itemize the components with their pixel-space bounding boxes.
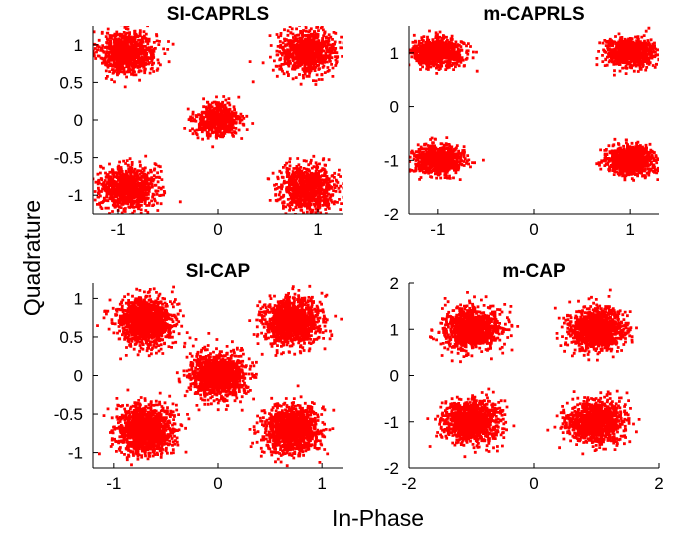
scatter-cluster-1 (429, 291, 520, 364)
y-tick-label: 0 (74, 111, 83, 130)
x-tick-label: 0 (213, 474, 222, 493)
scatter-cluster-1 (96, 285, 198, 361)
x-tick-label: 1 (625, 220, 634, 239)
scatter-cluster-5 (248, 384, 336, 468)
scatter-cluster-3 (426, 387, 516, 459)
y-tick-label: 1 (74, 36, 83, 55)
scatter-cluster-2 (595, 26, 659, 77)
scatter-cluster-1 (93, 26, 175, 89)
y-tick-label: 0.5 (59, 73, 83, 92)
y-tick-label: 1 (390, 320, 399, 339)
chart-title: SI-CAPRLS (167, 4, 269, 25)
scatter-cluster-4 (93, 154, 182, 214)
y-tick-label: -1 (68, 444, 83, 463)
y-tick-label: -1 (384, 151, 399, 170)
x-tick-label: 0 (529, 474, 538, 493)
chart-title: m-CAP (502, 261, 566, 282)
figure-xlabel: In-Phase (332, 505, 424, 531)
y-tick-label: 0.5 (59, 328, 83, 347)
chart-panel-2: m-CAPRLS -1 0 1 -2 -1 0 1 (384, 4, 659, 239)
y-tick-label: -1 (68, 186, 83, 205)
x-tick-label: 1 (313, 220, 322, 239)
scatter-cluster-2 (553, 288, 638, 362)
x-tick-label: 2 (654, 474, 663, 493)
x-tick-label: -1 (430, 220, 445, 239)
y-tick-label: 0 (390, 98, 399, 117)
y-tick-label: -0.5 (54, 149, 83, 168)
chart-panel-1: SI-CAPRLS -1 0 1 -1 -0.5 0 0.5 1 (54, 4, 343, 239)
x-tick-label: 0 (529, 220, 538, 239)
y-tick-label: -2 (384, 205, 399, 224)
y-tick-label: 0 (390, 367, 399, 386)
x-tick-label: -2 (401, 474, 416, 493)
scatter-cluster-1 (409, 29, 479, 75)
y-tick-label: 0 (74, 367, 83, 386)
scatter-cluster-4 (98, 388, 191, 467)
chart-title: m-CAPRLS (483, 4, 584, 25)
scatter-cluster-5 (266, 154, 343, 214)
chart-panel-4: m-CAP -2 0 2 -2 -1 0 1 2 (384, 261, 664, 493)
scatter-cluster-3 (175, 332, 264, 412)
x-tick-label: 0 (213, 220, 222, 239)
chart-panel-3: SI-CAP -1 0 1 -1 -0.5 0 0.5 1 (54, 261, 343, 493)
y-tick-label: -2 (384, 459, 399, 478)
chart-title: SI-CAP (186, 261, 251, 282)
scatter-cluster-3 (183, 95, 255, 149)
scatter-cluster-3 (409, 136, 485, 181)
x-tick-label: -1 (106, 474, 121, 493)
y-tick-label: -0.5 (54, 405, 83, 424)
y-tick-label: 1 (74, 289, 83, 308)
x-tick-label: -1 (110, 220, 125, 239)
scatter-cluster-2 (248, 284, 343, 357)
y-tick-label: 1 (390, 44, 399, 63)
figure-ylabel: Quadrature (19, 200, 45, 316)
y-tick-label: -1 (384, 413, 399, 432)
x-tick-label: 1 (317, 474, 326, 493)
scatter-cluster-2 (248, 26, 343, 86)
scatter-cluster-4 (546, 389, 641, 456)
scatter-cluster-4 (595, 137, 659, 182)
y-tick-label: 2 (390, 274, 399, 293)
